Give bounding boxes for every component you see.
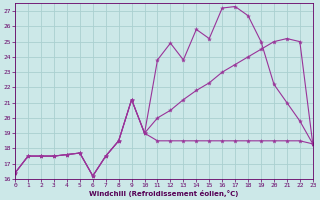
X-axis label: Windchill (Refroidissement éolien,°C): Windchill (Refroidissement éolien,°C): [89, 190, 239, 197]
